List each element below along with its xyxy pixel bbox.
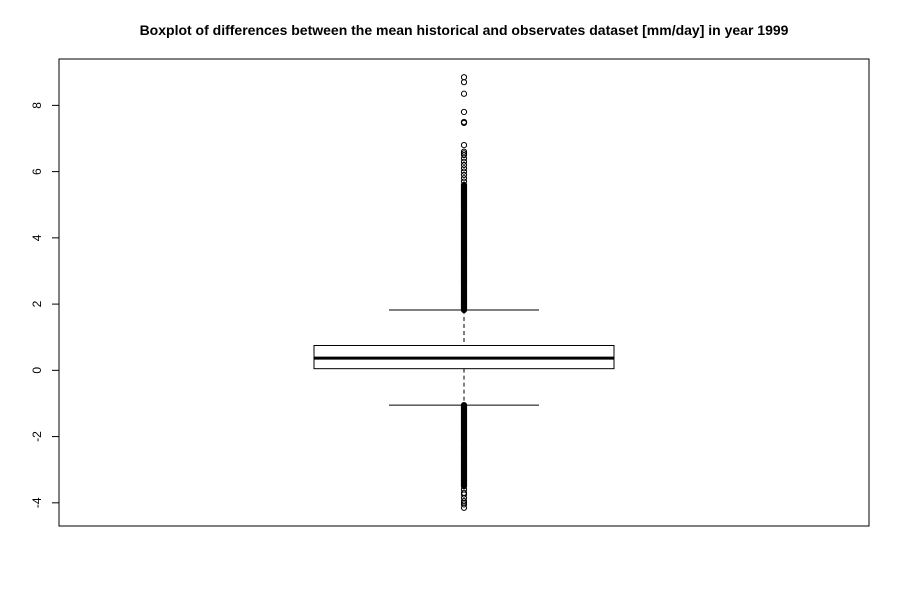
y-tick-label: -2 <box>30 431 44 442</box>
outlier-point <box>460 161 468 169</box>
y-tick-label: 2 <box>30 300 44 307</box>
outlier-point <box>460 165 468 172</box>
outlier-point <box>460 74 468 81</box>
outlier-point <box>460 108 468 116</box>
y-tick-label: 4 <box>30 234 44 241</box>
outlier-point <box>460 148 468 155</box>
y-axis: -4 -2 0 2 4 6 8 <box>30 102 59 508</box>
outliers <box>460 74 468 511</box>
chart-title: Boxplot of differences between the mean … <box>140 22 789 38</box>
y-tick-label: 8 <box>30 102 44 109</box>
outlier-point <box>460 142 468 149</box>
outlier-point <box>460 175 468 182</box>
outlier-point <box>460 118 468 126</box>
outlier-point <box>460 181 468 188</box>
y-tick-label: -4 <box>30 497 44 508</box>
y-tick-label: 0 <box>30 367 44 374</box>
plot-frame <box>58 58 870 527</box>
outlier-point <box>460 79 468 86</box>
outlier-point <box>460 501 468 508</box>
outlier-point <box>460 171 468 179</box>
outlier-point <box>460 90 468 97</box>
boxplot <box>313 309 615 406</box>
outlier-point <box>460 402 468 409</box>
outlier-point <box>460 168 468 175</box>
outlier-point <box>460 504 468 511</box>
y-tick-label: 6 <box>30 168 44 175</box>
outlier-point <box>460 491 468 498</box>
outlier-point <box>460 178 468 185</box>
outlier-point <box>460 158 468 165</box>
